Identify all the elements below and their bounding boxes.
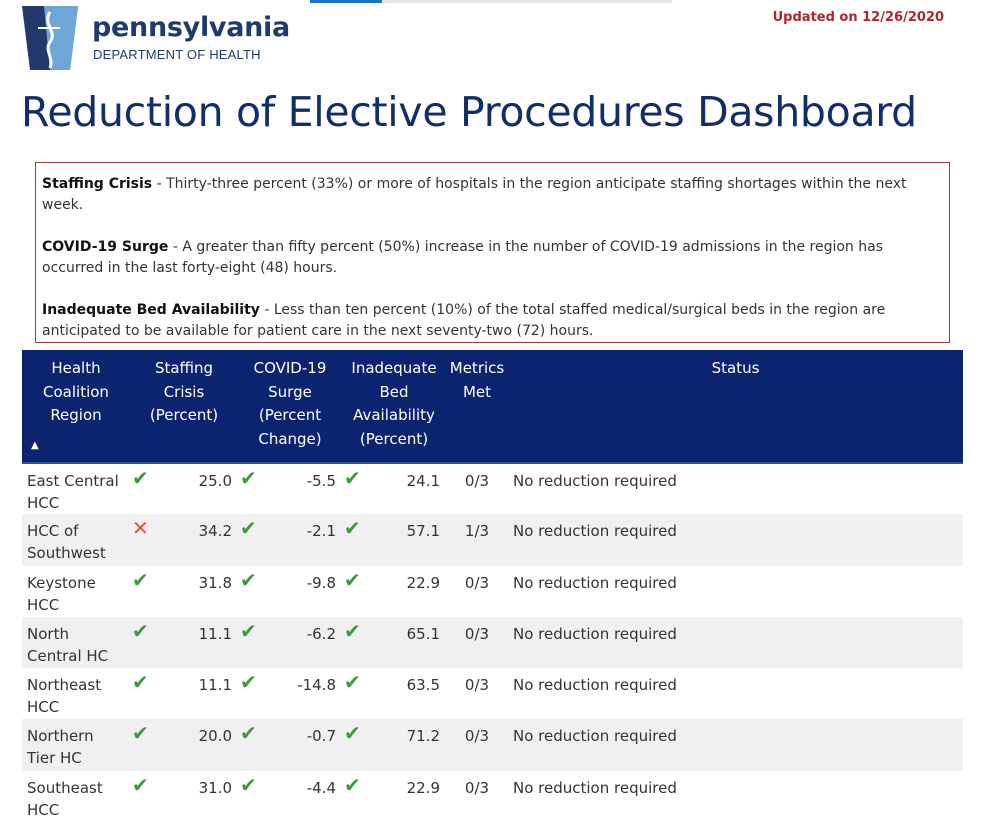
cell-surge: -9.8: [306, 573, 336, 592]
definitions-box: Staffing Crisis - Thirty-three percent (…: [35, 162, 950, 343]
regions-table: Health Coalition Region ▲ Staffing Crisis…: [22, 350, 963, 822]
table-row: North Central HC ✔ 11.1 ✔ -6.2 ✔ 65.1 0/3 No red…: [22, 616, 963, 669]
check-icon: ✔: [344, 721, 361, 746]
cell-surge: -2.1: [306, 522, 336, 541]
cell-region: East Central HCC: [27, 472, 119, 512]
header-region[interactable]: Health Coalition Region ▲: [22, 350, 130, 463]
definition-term: COVID-19 Surge: [42, 239, 169, 255]
header-surge[interactable]: COVID-19 Surge (Percent Change): [238, 350, 342, 463]
cell-metrics-met: 0/3: [464, 778, 490, 797]
table-header-row: Health Coalition Region ▲ Staffing Crisis…: [22, 350, 963, 463]
definition-term: Inadequate Bed Availability: [42, 302, 260, 318]
header-region-label: Health Coalition Region: [43, 359, 109, 424]
definition-text: - A greater than fifty percent (50%) inc…: [42, 239, 883, 276]
cell-surge: -5.5: [306, 472, 336, 490]
cell-surge: -14.8: [297, 676, 336, 695]
cell-surge: -0.7: [306, 727, 336, 746]
definition-staffing: Staffing Crisis - Thirty-three percent (…: [42, 174, 943, 216]
cell-region: Keystone HCC: [27, 573, 96, 614]
cell-metrics-met: 0/3: [464, 676, 490, 695]
definition-text: - Thirty-three percent (33%) or more of …: [42, 176, 907, 213]
table-row: Keystone HCC ✔ 31.8 ✔ -9.8 ✔ 22.9 0/3 No reducti…: [22, 566, 963, 617]
check-icon: ✔: [344, 618, 361, 643]
header-metrics-met[interactable]: Metrics Met: [446, 350, 508, 463]
cell-staffing: 20.0: [198, 727, 232, 746]
definition-text: - Less than ten percent (10%) of the tot…: [42, 302, 886, 339]
cell-staffing: 11.1: [198, 624, 232, 643]
page-title: Reduction of Elective Procedures Dashboa…: [21, 88, 917, 136]
cell-beds: 22.9: [406, 573, 440, 592]
table-row: HCC of Southwest ✕ 34.2 ✔ -2.1 ✔ 57.1 1/3 No red…: [22, 514, 963, 566]
check-icon: ✔: [344, 466, 361, 490]
check-icon: ✔: [344, 567, 361, 592]
cell-status: No reduction required: [513, 676, 677, 695]
cell-status: No reduction required: [513, 727, 677, 746]
cell-region: North Central HC: [27, 624, 109, 665]
cell-metrics-met: 1/3: [464, 522, 490, 541]
cell-staffing: 34.2: [198, 522, 232, 541]
cell-region: Northern Tier HC: [27, 727, 94, 768]
table-body: East Central HCC ✔ 25.0 ✔ -5.5 ✔ 24.1 0/3 No red…: [22, 463, 963, 822]
check-icon: ✔: [240, 466, 257, 490]
check-icon: ✔: [344, 670, 361, 695]
x-icon: ✕: [132, 516, 149, 541]
cell-beds: 63.5: [406, 676, 440, 695]
cell-status: No reduction required: [513, 522, 677, 541]
top-tab-strip: [310, 0, 672, 3]
cell-beds: 22.9: [406, 778, 440, 797]
table-row: East Central HCC ✔ 25.0 ✔ -5.5 ✔ 24.1 0/3 No red…: [22, 463, 963, 514]
check-icon: ✔: [132, 618, 149, 643]
header-status[interactable]: Status: [508, 350, 963, 463]
cell-metrics-met: 0/3: [464, 727, 490, 746]
check-icon: ✔: [344, 772, 361, 797]
check-icon: ✔: [240, 721, 257, 746]
cell-beds: 24.1: [406, 472, 440, 490]
cell-status: No reduction required: [513, 778, 677, 797]
check-icon: ✔: [132, 567, 149, 592]
table-row: Southeast HCC ✔ 31.0 ✔ -4.4 ✔ 22.9 0/3 No reduct…: [22, 771, 963, 822]
cell-status: No reduction required: [513, 472, 677, 490]
table-row: Northern Tier HC ✔ 20.0 ✔ -0.7 ✔ 71.2 0/3 No red…: [22, 719, 963, 771]
cell-region: Southeast HCC: [27, 778, 103, 819]
check-icon: ✔: [344, 516, 361, 541]
check-icon: ✔: [132, 772, 149, 797]
table-row: Northeast HCC ✔ 11.1 ✔ -14.8 ✔ 63.5 0/3 No reduc…: [22, 668, 963, 719]
sort-ascending-icon[interactable]: ▲: [31, 439, 39, 451]
check-icon: ✔: [132, 670, 149, 695]
header-staffing[interactable]: Staffing Crisis (Percent): [130, 350, 238, 463]
definition-beds: Inadequate Bed Availability - Less than …: [42, 300, 943, 342]
check-icon: ✔: [240, 516, 257, 541]
cell-beds: 65.1: [406, 624, 440, 643]
cell-surge: -6.2: [306, 624, 336, 643]
check-icon: ✔: [132, 721, 149, 746]
cell-metrics-met: 0/3: [464, 573, 490, 592]
cell-metrics-met: 0/3: [464, 472, 490, 490]
cell-staffing: 25.0: [198, 472, 232, 490]
keystone-logo: [22, 6, 78, 70]
cell-staffing: 11.1: [198, 676, 232, 695]
updated-date: Updated on 12/26/2020: [772, 10, 944, 25]
cell-beds: 71.2: [406, 727, 440, 746]
definition-surge: COVID-19 Surge - A greater than fifty pe…: [42, 237, 943, 279]
definition-term: Staffing Crisis: [42, 176, 153, 192]
cell-region: HCC of Southwest: [27, 522, 106, 563]
check-icon: ✔: [240, 567, 257, 592]
check-icon: ✔: [240, 772, 257, 797]
brand-name: pennsylvania: [92, 12, 290, 43]
header-beds[interactable]: Inadequate Bed Availability (Percent): [342, 350, 446, 463]
check-icon: ✔: [240, 618, 257, 643]
cell-surge: -4.4: [306, 778, 336, 797]
check-icon: ✔: [132, 466, 149, 490]
cell-status: No reduction required: [513, 573, 677, 592]
cell-metrics-met: 0/3: [464, 624, 490, 643]
active-tab-indicator: [310, 0, 382, 3]
cell-staffing: 31.8: [198, 573, 232, 592]
brand-subtitle: DEPARTMENT OF HEALTH: [93, 47, 261, 62]
check-icon: ✔: [240, 670, 257, 695]
cell-region: Northeast HCC: [27, 676, 102, 717]
cell-staffing: 31.0: [198, 778, 232, 797]
cell-beds: 57.1: [406, 522, 440, 541]
cell-status: No reduction required: [513, 624, 677, 643]
